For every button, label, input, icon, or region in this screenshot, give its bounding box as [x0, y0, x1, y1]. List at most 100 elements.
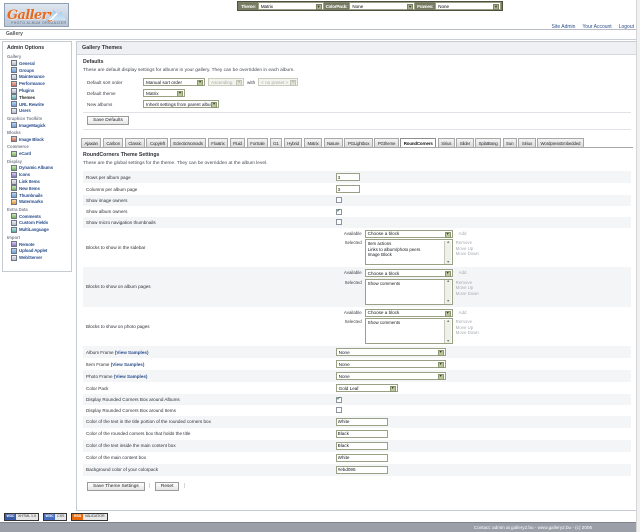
setting-text-input[interactable] [335, 173, 360, 181]
chevron-down-icon[interactable]: ▼ [407, 4, 414, 10]
sort-preset-select[interactable]: < no preset > ▼ [258, 78, 299, 86]
tab-fluid[interactable]: Fluid [229, 138, 246, 147]
chevron-down-icon[interactable]: ▼ [437, 362, 444, 368]
move-up-button[interactable]: Move Up [455, 324, 474, 330]
add-block-button[interactable]: Add [458, 309, 467, 315]
sidebar-item-general[interactable]: General [6, 60, 69, 67]
listbox-scrollbar[interactable]: ▲ ▼ [444, 318, 452, 343]
available-block-select[interactable]: Choose a block ▼ [364, 269, 453, 277]
tab-sirius[interactable]: Sirius [437, 138, 455, 147]
tab-pglightbox[interactable]: PGLightbox [344, 138, 373, 147]
scroll-up-icon[interactable]: ▲ [446, 239, 450, 244]
sidebar-item-icons[interactable]: Icons [6, 171, 69, 178]
setting-text-input[interactable] [335, 185, 360, 193]
sidebar-item-url-rewrite[interactable]: URL Rewrite [6, 101, 69, 108]
list-item[interactable]: Links to album/photo peers [367, 246, 421, 252]
remove-block-button[interactable]: Remove [455, 319, 473, 324]
remove-block-button[interactable]: Remove [455, 240, 473, 245]
list-item[interactable]: Item actions [367, 241, 392, 246]
available-block-select[interactable]: Choose a block ▼ [364, 308, 453, 317]
breadcrumb[interactable]: Gallery [6, 31, 23, 37]
toolbar-frames-select[interactable]: None ▼ [435, 2, 501, 10]
view-samples-link[interactable]: (View Samples) [114, 349, 149, 355]
selected-blocks-listbox[interactable]: Item actions Links to album/photo peers Im… [364, 239, 453, 265]
selected-blocks-listbox[interactable]: Show comments ▲ ▼ [364, 318, 453, 344]
move-up-button[interactable]: Move Up [455, 285, 474, 290]
chevron-down-icon[interactable]: ▼ [236, 80, 242, 86]
color-text-input[interactable] [335, 441, 388, 450]
chevron-down-icon[interactable]: ▼ [197, 80, 203, 86]
setting-checkbox[interactable] [335, 208, 342, 215]
add-block-button[interactable]: Add [458, 270, 467, 275]
color-text-input[interactable] [335, 465, 388, 474]
setting-checkbox[interactable] [335, 406, 342, 413]
sidebar-item-users[interactable]: Users [6, 107, 69, 114]
sidebar-item-link-items[interactable]: Link Items [6, 178, 69, 185]
chevron-down-icon[interactable]: ▼ [444, 310, 451, 317]
sidebar-item-ecard[interactable]: eCard [6, 150, 69, 157]
tab-copyleft[interactable]: Copyleft [146, 138, 169, 147]
list-item[interactable]: Image Block [367, 252, 392, 258]
view-samples-link[interactable]: (View Samples) [110, 361, 145, 367]
move-up-button[interactable]: Move Up [455, 245, 474, 251]
sidebar-item-groups[interactable]: Groups [6, 67, 69, 74]
frame-select[interactable]: None ▼ [335, 348, 446, 356]
chevron-down-icon[interactable]: ▼ [437, 374, 444, 380]
chevron-down-icon[interactable]: ▼ [444, 231, 451, 238]
scroll-down-icon[interactable]: ▼ [446, 299, 450, 304]
validation-badge[interactable]: W3C CSS [43, 513, 68, 521]
chevron-down-icon[interactable]: ▼ [389, 386, 396, 392]
frame-select[interactable]: None ▼ [335, 372, 446, 380]
sidebar-item-plugins[interactable]: Plugins [6, 87, 69, 94]
setting-checkbox[interactable] [335, 197, 342, 203]
sidebar-item-imagemagick[interactable]: ImageMagick [6, 122, 69, 129]
tab-sun[interactable]: Sun [502, 138, 517, 147]
chevron-down-icon[interactable]: ▼ [437, 350, 444, 356]
default-theme-select[interactable]: Matrix ▼ [143, 89, 185, 97]
gallery-logo[interactable]: Gallery PHOTO ALBUM ORGANIZER [4, 3, 69, 27]
toolbar-theme-select[interactable]: Matrix ▼ [257, 2, 324, 10]
sidebar-item-image-block[interactable]: Image Block [6, 136, 69, 143]
scroll-up-icon[interactable]: ▲ [446, 279, 450, 283]
save-defaults-button[interactable]: Save Defaults [87, 116, 129, 125]
frame-select[interactable]: None ▼ [335, 360, 446, 368]
sidebar-item-web-server[interactable]: Web/Server [6, 254, 69, 261]
setting-checkbox[interactable] [335, 396, 342, 403]
sort-direction-select[interactable]: Ascending ▼ [208, 78, 244, 86]
scroll-up-icon[interactable]: ▲ [446, 318, 450, 323]
toolbar-colorpack-select[interactable]: None ▼ [349, 2, 416, 10]
scroll-down-icon[interactable]: ▼ [446, 338, 450, 343]
tab-classic[interactable]: Classic [124, 138, 145, 147]
tab-floatrix[interactable]: Floatrix [207, 138, 228, 147]
tab-matrix[interactable]: Matrix [303, 138, 323, 147]
move-down-button[interactable]: Move Down [455, 330, 479, 335]
available-block-select[interactable]: Choose a block ▼ [364, 229, 453, 238]
view-samples-link[interactable]: (View Samples) [113, 373, 148, 379]
sidebar-item-upload-applet[interactable]: Upload Applet [6, 247, 69, 254]
sidebar-item-new-items[interactable]: New Items [6, 185, 69, 192]
reset-button[interactable]: Reset [154, 481, 180, 491]
tab-hybrid[interactable]: Hybrid [283, 138, 303, 147]
tab-siriux[interactable]: Siriux [518, 138, 536, 147]
chevron-down-icon[interactable]: ▼ [211, 102, 217, 108]
tab-pgtheme[interactable]: PGtheme [374, 138, 399, 147]
colorpack-select[interactable]: Gold Leaf ▼ [335, 384, 398, 392]
sidebar-item-watermarks[interactable]: Watermarks [6, 198, 69, 206]
validation-badge[interactable]: RSS VALIDATOR [71, 513, 108, 521]
selected-blocks-listbox[interactable]: Show comments ▲ ▼ [364, 278, 453, 305]
tab-slider[interactable]: Slider [456, 138, 474, 147]
tab-forsale[interactable]: ForSale [246, 138, 269, 147]
sidebar-item-themes[interactable]: Themes [6, 94, 69, 101]
tab-ajaxian[interactable]: Ajaxian [81, 138, 102, 147]
sidebar-item-performance[interactable]: Performance [6, 80, 69, 87]
chevron-down-icon[interactable]: ▼ [177, 91, 183, 97]
color-text-input[interactable] [335, 417, 388, 426]
sidebar-item-maintenance[interactable]: Maintenance [6, 73, 69, 81]
default-sort-order-select[interactable]: Manual sort order ▼ [143, 78, 205, 86]
tab-g1[interactable]: G1 [269, 138, 283, 147]
sidebar-item-thumbnails[interactable]: Thumbnails [6, 192, 69, 199]
add-block-button[interactable]: Add [458, 230, 467, 236]
logout-link[interactable]: Logout [618, 24, 634, 30]
tab-wordpressembedded[interactable]: WordpressEmbedded [537, 138, 584, 147]
chevron-down-icon[interactable]: ▼ [315, 4, 322, 10]
